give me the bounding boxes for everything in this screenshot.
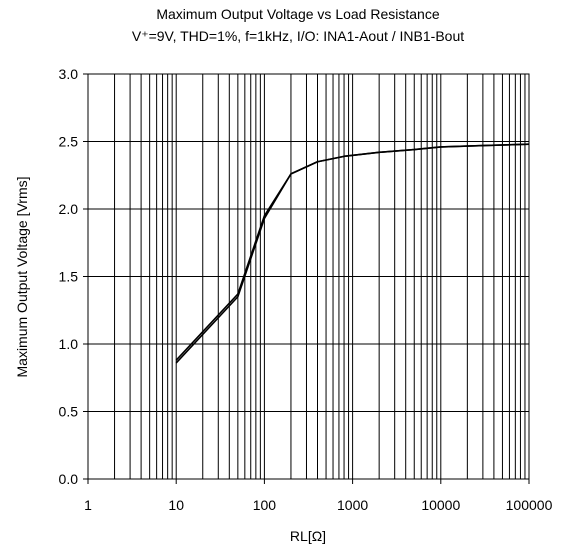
grid-group (88, 74, 529, 479)
x-tick-label: 100 (253, 497, 277, 513)
y-tick-label: 2.5 (59, 134, 79, 150)
chart-title: Maximum Output Voltage vs Load Resistanc… (156, 6, 439, 22)
x-tick-label: 10000 (421, 497, 460, 513)
chart-subtitle: V⁺=9V, THD=1%, f=1kHz, I/O: INA1-Aout / … (132, 28, 464, 44)
x-tick-labels: 1 10 100 1000 10000 100000 (84, 479, 553, 513)
plot-area (87, 73, 530, 480)
y-tick-label: 1.5 (59, 269, 79, 285)
y-axis-label: Maximum Output Voltage [Vrms] (14, 177, 30, 378)
x-tick-label: 1000 (337, 497, 368, 513)
y-tick-label: 1.0 (59, 336, 79, 352)
x-tick-label: 1 (84, 497, 92, 513)
series-line-2 (175, 143, 530, 364)
y-tick-labels: 0.0 0.5 1.0 1.5 2.0 2.5 3.0 (59, 66, 88, 487)
x-axis-label: RL[Ω] (290, 528, 326, 544)
x-tick-label: 100000 (506, 497, 553, 513)
y-tick-label: 2.0 (59, 201, 79, 217)
y-tick-label: 3.0 (59, 66, 79, 82)
y-tick-label: 0.5 (59, 404, 79, 420)
y-tick-label: 0.0 (59, 471, 79, 487)
x-tick-label: 10 (168, 497, 184, 513)
series-group (175, 143, 530, 364)
